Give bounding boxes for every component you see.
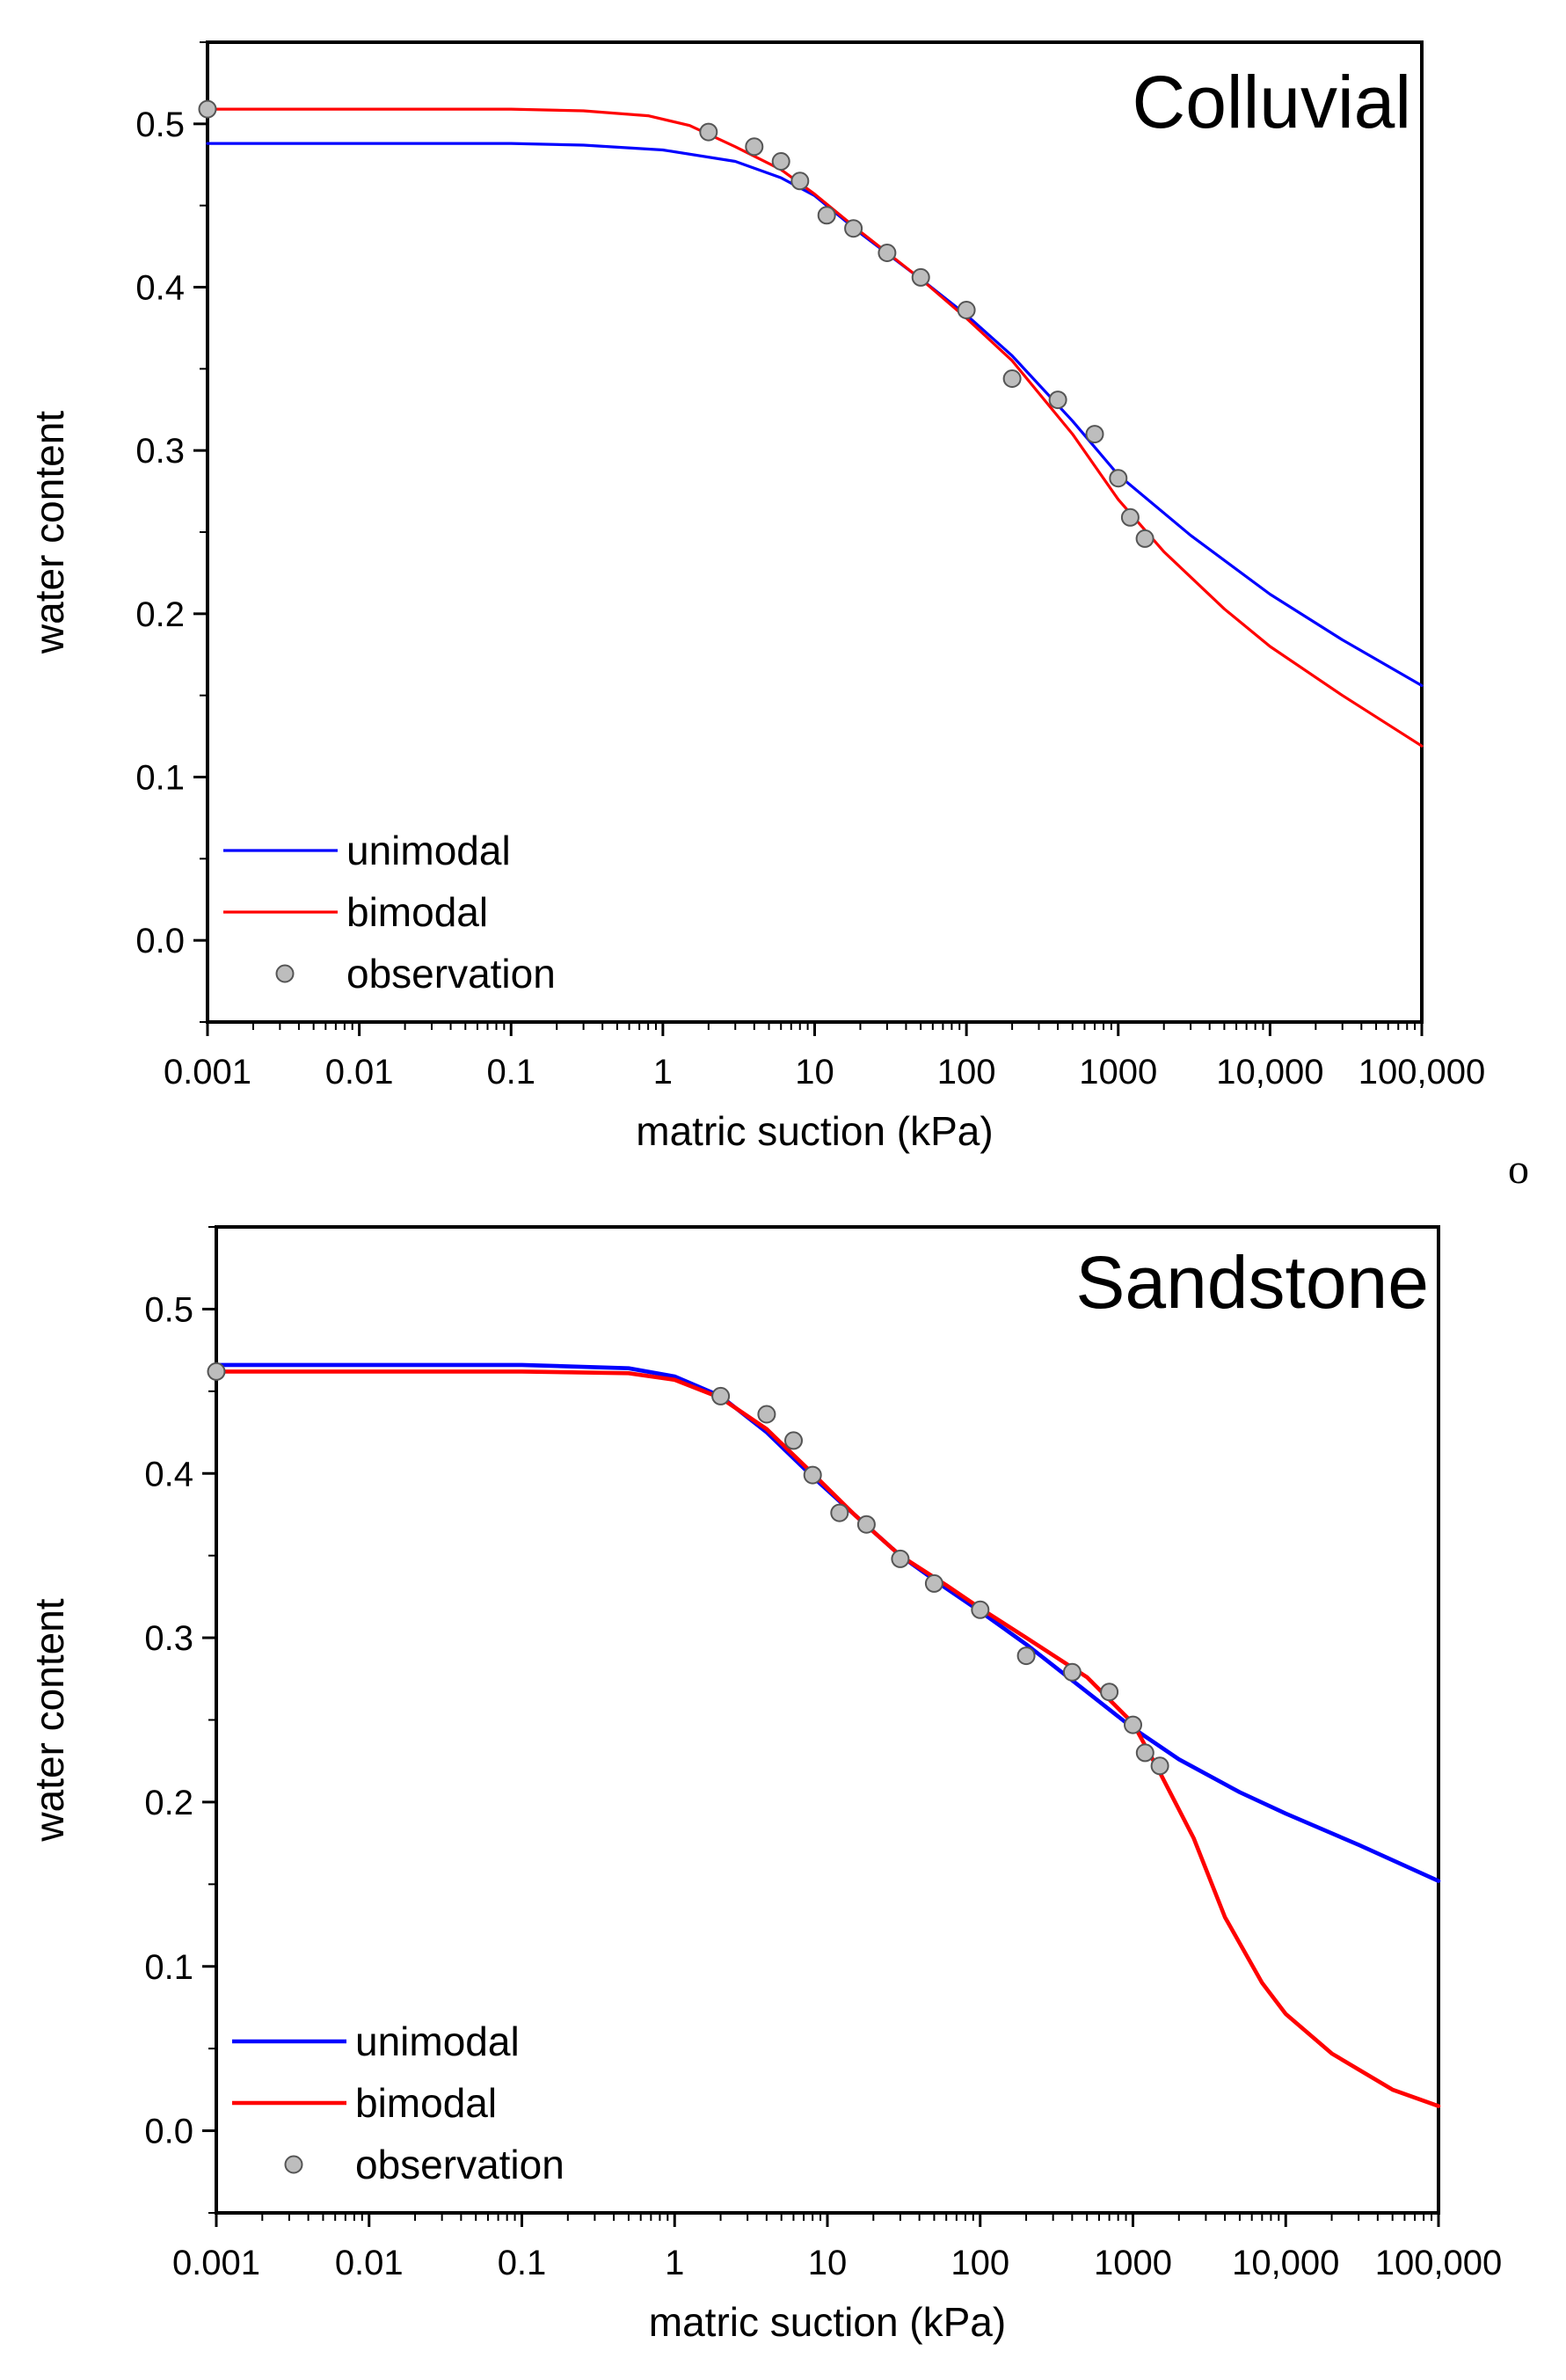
y-tick-label: 0.2 xyxy=(144,1784,193,1822)
observation-point xyxy=(830,1503,849,1522)
y-tick-label: 0.2 xyxy=(135,595,185,634)
unimodal-curve xyxy=(214,1362,1441,1883)
x-tick-label: 100,000 xyxy=(1375,2244,1503,2282)
observation-point xyxy=(745,137,764,157)
observation-point xyxy=(771,152,790,171)
unimodal-curve xyxy=(206,142,1424,688)
x-axis-title: matric suction (kPa) xyxy=(649,2299,1006,2345)
y-tick-label: 0.5 xyxy=(144,1290,193,1329)
y-tick-label: 0.3 xyxy=(135,432,185,471)
observation-point xyxy=(784,1431,803,1450)
observation-point xyxy=(757,1405,776,1424)
observation-point xyxy=(924,1573,943,1593)
legend-bimodal-label: bimodal xyxy=(346,889,488,935)
y-tick-label: 0.3 xyxy=(144,1619,193,1658)
x-tick-label: 1000 xyxy=(1079,1053,1157,1091)
y-tick-label: 0.4 xyxy=(144,1455,193,1493)
plot-frame xyxy=(215,1225,1440,2215)
observation-point xyxy=(1124,1715,1142,1734)
observation-point xyxy=(1062,1662,1082,1682)
observation-point xyxy=(790,172,810,191)
x-tick-label: 0.001 xyxy=(172,2244,260,2282)
x-tick-label: 10,000 xyxy=(1216,1053,1323,1091)
chart-title: Colluvial xyxy=(1133,61,1411,143)
x-tick-label: 10 xyxy=(795,1053,834,1091)
observation-point xyxy=(911,267,930,287)
bimodal-curve xyxy=(214,1369,1441,2108)
y-tick-label: 0.1 xyxy=(135,759,185,798)
y-axis-title: water content xyxy=(26,1598,72,1842)
observation-point xyxy=(711,1386,731,1405)
legend-observation-swatch xyxy=(275,964,295,983)
x-tick-label: 1 xyxy=(665,2244,684,2282)
observation-point xyxy=(1016,1646,1036,1666)
legend-unimodal-label: unimodal xyxy=(355,2019,520,2064)
observation-point xyxy=(699,122,718,142)
sandstone-chart: 0.001 0.01 0.1 1 10 100 1000 10,000 100,000 0.0 0.… xyxy=(26,1225,1503,2345)
legend-observation-label: observation xyxy=(346,951,556,997)
observation-point xyxy=(878,244,897,262)
observation-point xyxy=(1100,1683,1119,1702)
colluvial-chart: 0.001 0.01 0.1 1 10 100 1000 10,000 100,000 0.0 0.… xyxy=(26,40,1486,1154)
legend-unimodal-label: unimodal xyxy=(346,828,511,873)
x-tick-label: 0.1 xyxy=(498,2244,547,2282)
y-tick-label: 0.0 xyxy=(135,922,185,960)
y-tick-label: 0.1 xyxy=(144,1948,193,1987)
observation-point xyxy=(207,1362,226,1381)
x-tick-label: 1000 xyxy=(1094,2244,1172,2282)
x-tick-label: 1 xyxy=(653,1053,673,1091)
observation-point xyxy=(1150,1756,1169,1776)
x-tick-label: 10 xyxy=(808,2244,848,2282)
bimodal-curve xyxy=(206,107,1424,748)
y-tick-label: 0.0 xyxy=(144,2113,193,2151)
x-tick-label: 0.1 xyxy=(486,1053,535,1091)
legend-observation-swatch xyxy=(284,2155,303,2174)
chart-title: Sandstone xyxy=(1075,1241,1429,1324)
legend-bimodal-label: bimodal xyxy=(355,2080,497,2126)
y-tick-label: 0.4 xyxy=(135,269,185,308)
observation-point xyxy=(198,99,217,119)
stray-mark: o xyxy=(1508,1146,1529,1193)
y-axis-title: water content xyxy=(26,411,72,654)
observation-point xyxy=(1085,425,1104,444)
observation-point xyxy=(803,1465,822,1485)
observation-point xyxy=(1002,369,1022,388)
plot-frame xyxy=(206,40,1424,1024)
observation-point xyxy=(1135,1743,1154,1763)
x-tick-label: 0.01 xyxy=(325,1053,394,1091)
x-tick-label: 0.01 xyxy=(335,2244,404,2282)
observation-point xyxy=(971,1600,990,1619)
observation-point xyxy=(856,1515,876,1534)
observation-point xyxy=(1048,391,1067,410)
x-tick-label: 100 xyxy=(937,1053,996,1091)
observation-point xyxy=(957,301,976,319)
observation-point xyxy=(891,1549,910,1568)
x-tick-label: 10,000 xyxy=(1232,2244,1339,2282)
legend-observation-label: observation xyxy=(355,2142,564,2187)
observation-point xyxy=(1135,529,1154,548)
observation-point xyxy=(817,206,836,225)
x-tick-label: 100 xyxy=(951,2244,1009,2282)
y-tick-label: 0.5 xyxy=(135,106,185,144)
observation-point xyxy=(844,219,863,238)
x-tick-label: 100,000 xyxy=(1358,1053,1486,1091)
observation-point xyxy=(1120,507,1140,527)
x-tick-label: 0.001 xyxy=(164,1053,251,1091)
observation-point xyxy=(1109,469,1128,488)
x-axis-title: matric suction (kPa) xyxy=(636,1108,993,1154)
